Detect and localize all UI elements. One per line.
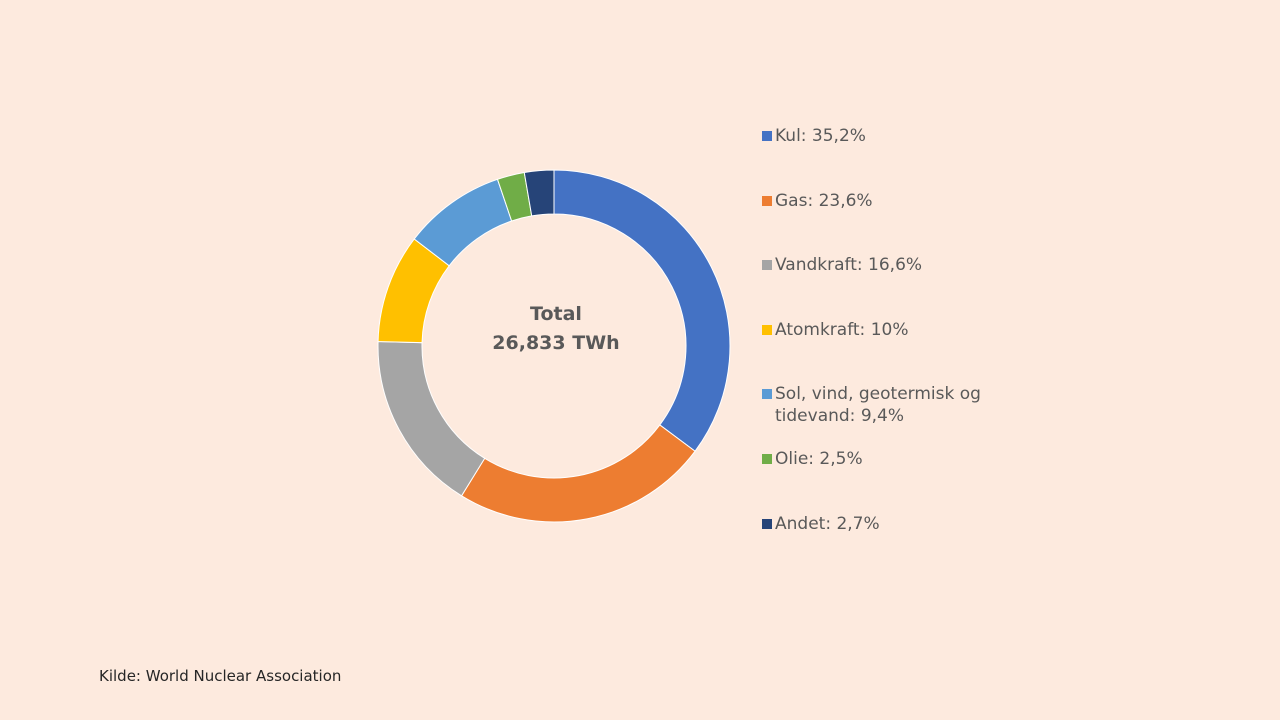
- legend-swatch: [762, 196, 772, 206]
- legend-swatch: [762, 519, 772, 529]
- legend-label: Kul: 35,2%: [775, 126, 866, 146]
- legend-label: Olie: 2,5%: [775, 449, 863, 469]
- legend-swatch: [762, 454, 772, 464]
- legend-label: Atomkraft: 10%: [775, 320, 909, 340]
- legend-label: Vandkraft: 16,6%: [775, 255, 923, 275]
- donut-slice-2: [377, 341, 486, 497]
- legend-label: Sol, vind, geotermisk og tidevand: 9,4%: [775, 384, 981, 426]
- legend-label: Gas: 23,6%: [775, 191, 873, 211]
- donut-center-title: Total: [530, 303, 582, 325]
- legend-swatch: [762, 389, 772, 399]
- source-note: Kilde: World Nuclear Association: [99, 667, 342, 685]
- chart-legend: Kul: 35,2% Gas: 23,6% Vandkraft: 16,6% Atom…: [760, 0, 1040, 720]
- legend-swatch: [762, 325, 772, 335]
- donut-center-value: 26,833 TWh: [492, 332, 620, 354]
- legend-label: Andet: 2,7%: [775, 514, 880, 534]
- donut-slice-6: [523, 169, 555, 217]
- legend-swatch: [762, 131, 772, 141]
- donut-slice-1: [460, 424, 696, 523]
- legend-swatch: [762, 260, 772, 270]
- donut-slice-0: [553, 169, 731, 452]
